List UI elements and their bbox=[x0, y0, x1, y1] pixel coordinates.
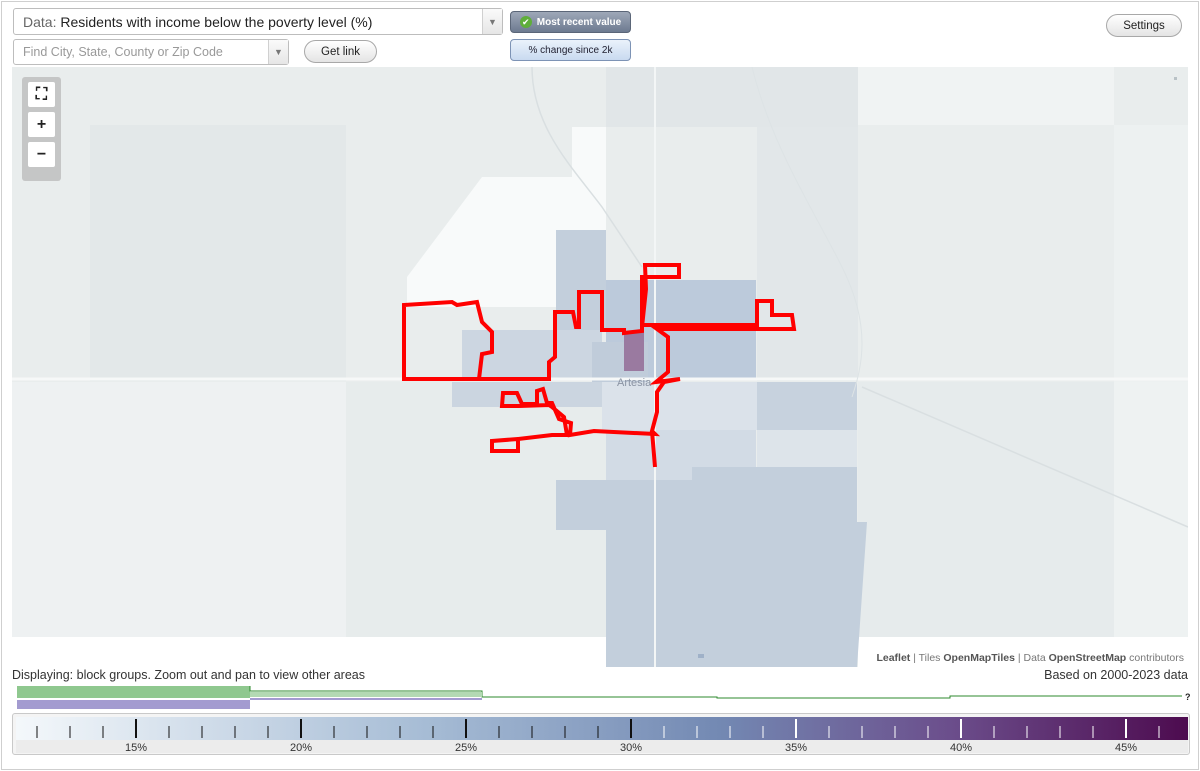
histogram-help-icon[interactable]: ? bbox=[1185, 692, 1191, 702]
legend-tick-label: 25% bbox=[455, 742, 477, 754]
get-link-button[interactable]: Get link bbox=[304, 40, 377, 63]
color-legend: 15% 20% 25% 30% 35% 40% 45% bbox=[12, 713, 1190, 755]
city-boundary bbox=[402, 263, 797, 468]
chevron-down-icon[interactable]: ▼ bbox=[482, 9, 502, 34]
data-selector[interactable]: Data: Residents with income below the po… bbox=[13, 8, 503, 35]
legend-tick-label: 35% bbox=[785, 742, 807, 754]
map-attribution: Leaflet | Tiles OpenMapTiles | Data Open… bbox=[872, 652, 1188, 664]
distribution-histogram: ? bbox=[17, 686, 1191, 709]
pct-change-button[interactable]: % change since 2k bbox=[510, 39, 631, 61]
data-selector-label: Data: Residents with income below the po… bbox=[23, 13, 373, 30]
settings-button[interactable]: Settings bbox=[1106, 14, 1182, 37]
data-selector-value: Residents with income below the poverty … bbox=[60, 13, 373, 30]
legend-tick-label: 20% bbox=[290, 742, 312, 754]
zoom-in-button[interactable]: + bbox=[28, 112, 55, 137]
zoom-controls: ⛶ + − bbox=[22, 77, 61, 181]
legend-tick-label: 40% bbox=[950, 742, 972, 754]
openmaptiles-link[interactable]: OpenMapTiles bbox=[943, 652, 1015, 664]
most-recent-label: Most recent value bbox=[536, 16, 622, 28]
zoom-out-button[interactable]: − bbox=[28, 142, 55, 167]
search-input[interactable] bbox=[14, 40, 264, 64]
legend-tick-label: 45% bbox=[1115, 742, 1137, 754]
location-search[interactable]: ▼ bbox=[13, 39, 289, 65]
data-range-note: Based on 2000-2023 data bbox=[1044, 668, 1188, 682]
map-place-label: Artesia bbox=[617, 377, 652, 389]
display-status: Displaying: block groups. Zoom out and p… bbox=[12, 668, 365, 682]
openstreetmap-link[interactable]: OpenStreetMap bbox=[1048, 652, 1127, 664]
check-icon: ✔ bbox=[519, 16, 532, 28]
map-view[interactable] bbox=[12, 67, 1188, 667]
fullscreen-icon[interactable]: ⛶ bbox=[28, 82, 55, 107]
most-recent-value-button[interactable]: ✔ Most recent value bbox=[510, 11, 631, 33]
leaflet-link[interactable]: Leaflet bbox=[876, 652, 911, 664]
legend-tick-label: 15% bbox=[125, 742, 147, 754]
chevron-down-icon[interactable]: ▼ bbox=[268, 40, 288, 64]
legend-tick-label: 30% bbox=[620, 742, 642, 754]
map-canvas bbox=[12, 67, 1188, 667]
